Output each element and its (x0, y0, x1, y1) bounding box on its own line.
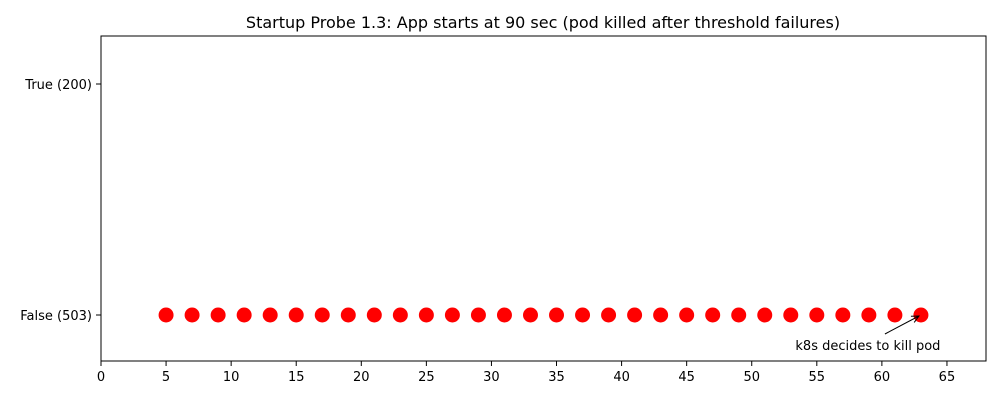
y-axis: True (200) False (503) (20, 78, 101, 324)
data-point (835, 307, 851, 323)
data-point (627, 307, 643, 323)
data-point (366, 307, 382, 323)
data-point (809, 307, 825, 323)
data-point (522, 307, 538, 323)
data-point (210, 307, 226, 323)
x-tick-label: 15 (288, 370, 305, 385)
x-axis: 0 5 10 15 20 25 30 35 40 45 50 55 60 65 (97, 361, 955, 385)
annotation-label: k8s decides to kill pod (795, 339, 940, 354)
data-point (575, 307, 591, 323)
x-tick-label: 5 (162, 370, 170, 385)
x-tick-label: 55 (809, 370, 826, 385)
data-point (679, 307, 695, 323)
data-point (288, 307, 304, 323)
x-tick-label: 25 (418, 370, 435, 385)
data-point (861, 307, 877, 323)
data-point (236, 307, 252, 323)
data-point (887, 307, 903, 323)
chart-title: Startup Probe 1.3: App starts at 90 sec … (246, 13, 840, 32)
data-point (549, 307, 565, 323)
x-tick-label: 0 (97, 370, 105, 385)
x-tick-label: 65 (939, 370, 956, 385)
data-point (158, 307, 174, 323)
y-tick-label: False (503) (20, 309, 92, 324)
data-point (705, 307, 721, 323)
x-tick-label: 40 (613, 370, 630, 385)
plot-area (100, 35, 987, 362)
data-point (418, 307, 434, 323)
data-point (653, 307, 669, 323)
x-tick-label: 30 (483, 370, 500, 385)
data-point (340, 307, 356, 323)
data-point (496, 307, 512, 323)
annotation-arrow (884, 315, 920, 335)
y-tick-label: True (200) (24, 78, 92, 93)
data-point (783, 307, 799, 323)
annotations: k8s decides to kill pod (795, 315, 940, 354)
annotation-arrowhead (910, 315, 920, 323)
x-tick-label: 60 (874, 370, 891, 385)
x-tick-label: 20 (353, 370, 370, 385)
data-point (392, 307, 408, 323)
data-point (470, 307, 486, 323)
data-point (314, 307, 330, 323)
data-point (731, 307, 747, 323)
x-tick-label: 10 (223, 370, 240, 385)
data-point (757, 307, 773, 323)
data-point (444, 307, 460, 323)
x-tick-label: 50 (743, 370, 760, 385)
data-points (158, 307, 929, 323)
data-point (262, 307, 278, 323)
x-tick-label: 35 (548, 370, 565, 385)
x-tick-label: 45 (678, 370, 695, 385)
data-point (601, 307, 617, 323)
data-point (184, 307, 200, 323)
